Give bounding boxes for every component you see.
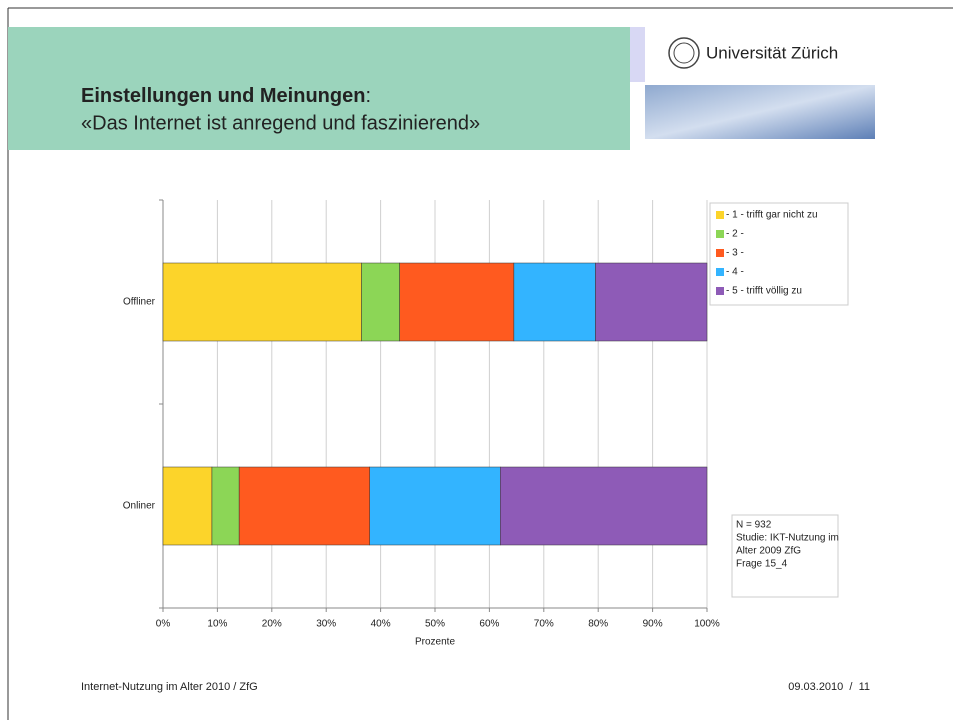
legend-label: - 3 - bbox=[726, 248, 744, 259]
logo-text: Universität Zürich bbox=[706, 43, 838, 62]
slide-title: Einstellungen und Meinungen: bbox=[81, 85, 371, 107]
bar-segment bbox=[370, 467, 501, 545]
legend-label: - 4 - bbox=[726, 267, 744, 278]
bar-segment bbox=[163, 467, 212, 545]
y-tick-label: Onliner bbox=[123, 501, 156, 512]
bar-segment bbox=[362, 263, 400, 341]
x-tick-label: 30% bbox=[316, 619, 336, 630]
y-tick-label: Offliner bbox=[123, 297, 156, 308]
bar-segment bbox=[514, 263, 596, 341]
chart: 0% 10% 20% 30% 40% 50% 60% 70% 80% 90% 100% Prozent… bbox=[123, 200, 848, 648]
legend-swatch bbox=[716, 211, 724, 219]
bar-segment bbox=[595, 263, 707, 341]
x-tick-label: 90% bbox=[643, 619, 663, 630]
x-axis-label: Prozente bbox=[415, 637, 455, 648]
legend-label: - 5 - trifft völlig zu bbox=[726, 286, 802, 297]
x-tick-label: 20% bbox=[262, 619, 282, 630]
note-line: Frage 15_4 bbox=[736, 559, 788, 570]
legend-swatch bbox=[716, 230, 724, 238]
x-tick-label: 60% bbox=[479, 619, 499, 630]
x-tick-label: 50% bbox=[425, 619, 445, 630]
header-strip bbox=[630, 27, 645, 82]
bar-segment bbox=[239, 467, 370, 545]
legend-swatch bbox=[716, 268, 724, 276]
bar-segment bbox=[212, 467, 239, 545]
bar-segment bbox=[500, 467, 707, 545]
note-line: Alter 2009 ZfG bbox=[736, 546, 801, 557]
note-line: N = 932 bbox=[736, 520, 772, 531]
legend-label: - 2 - bbox=[726, 229, 744, 240]
slide: Universität Zürich Einstellungen und Mei… bbox=[0, 0, 953, 720]
footer-right: 09.03.2010 / 11 bbox=[788, 681, 870, 693]
title-suffix: : bbox=[365, 85, 371, 107]
footer-left: Internet-Nutzung im Alter 2010 / ZfG bbox=[81, 681, 258, 693]
title: Einstellungen und Meinungen bbox=[81, 85, 365, 107]
bar-segment bbox=[163, 263, 362, 341]
x-tick-label: 70% bbox=[534, 619, 554, 630]
x-tick-label: 0% bbox=[156, 619, 171, 630]
note-line: Studie: IKT-Nutzung im bbox=[736, 533, 839, 544]
header-image bbox=[645, 85, 875, 139]
x-tick-label: 40% bbox=[371, 619, 391, 630]
x-tick-label: 100% bbox=[694, 619, 720, 630]
x-tick-label: 80% bbox=[588, 619, 608, 630]
legend-swatch bbox=[716, 287, 724, 295]
x-tick-label: 10% bbox=[207, 619, 227, 630]
legend-swatch bbox=[716, 249, 724, 257]
slide-subtitle: «Das Internet ist anregend und faszinier… bbox=[81, 112, 480, 134]
legend-label: - 1 - trifft gar nicht zu bbox=[726, 210, 818, 221]
bar-segment bbox=[400, 263, 514, 341]
